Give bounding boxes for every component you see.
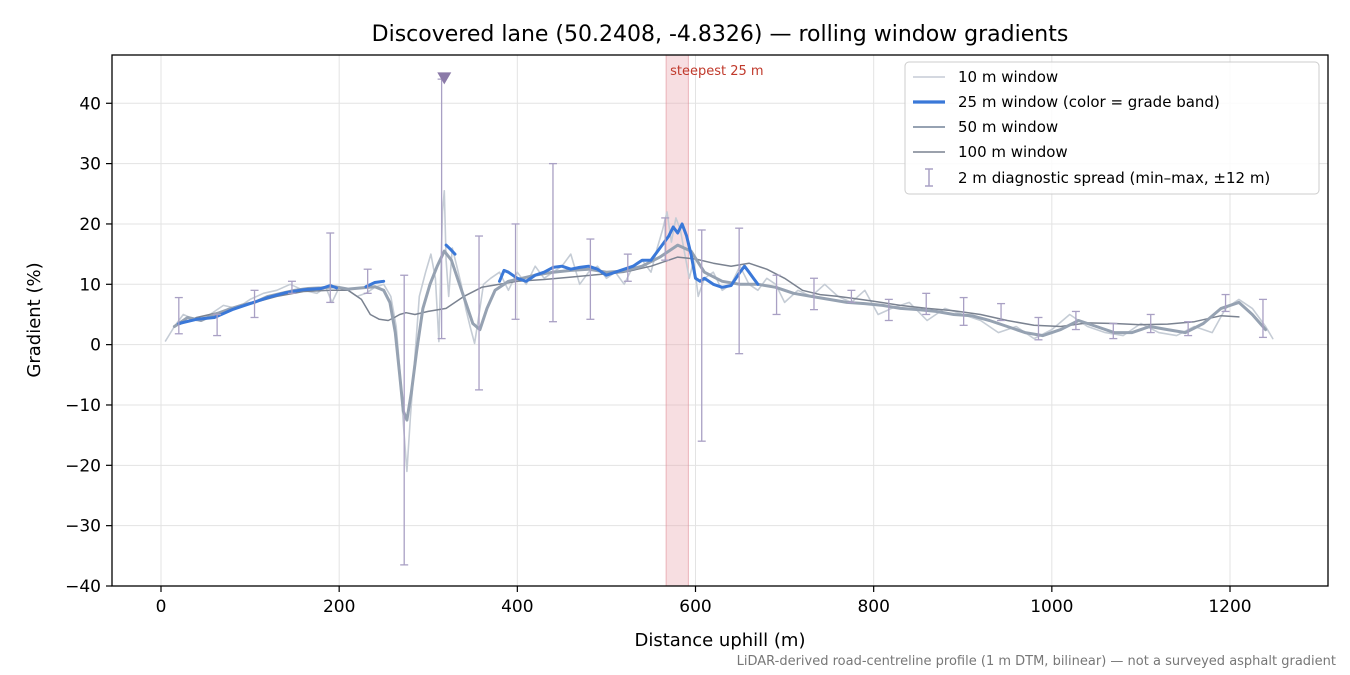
error-bar — [1221, 293, 1230, 313]
plot-frame — [111, 54, 1329, 587]
error-bar — [735, 227, 744, 355]
steepest-band — [665, 54, 689, 587]
x-tick-label: 1000 — [1030, 597, 1073, 617]
marker-layer — [437, 72, 452, 85]
series-100m-line — [173, 256, 1240, 328]
error-bar — [548, 162, 557, 323]
error-bar — [1184, 321, 1193, 337]
error-bar — [586, 238, 595, 320]
x-tick-label: 400 — [501, 597, 533, 617]
y-tick-label: 10 — [79, 275, 101, 295]
y-tick-label: 20 — [79, 215, 101, 235]
x-axis-ticks: 0 200 400 600 800 1000 1200 — [156, 586, 1252, 617]
legend-label-100m: 100 m window — [958, 143, 1068, 161]
error-bar — [287, 280, 296, 294]
error-bar — [1034, 316, 1043, 341]
error-bar — [363, 268, 372, 294]
error-bar — [1071, 310, 1080, 331]
legend-box — [904, 61, 1320, 195]
x-tick-label: 600 — [679, 597, 711, 617]
x-axis-label: Distance uphill (m) — [635, 630, 806, 651]
legend-label-25m: 25 m window (color = grade band) — [958, 93, 1220, 111]
peak-marker — [437, 72, 452, 85]
legend-swatch-spread — [925, 168, 933, 187]
y-tick-label: −30 — [65, 517, 101, 537]
error-bar — [250, 289, 259, 319]
legend-label-10m: 10 m window — [958, 68, 1058, 86]
y-tick-label: −10 — [65, 396, 101, 416]
y-tick-label: 0 — [90, 336, 101, 356]
error-bar — [661, 217, 670, 261]
error-bar — [174, 296, 183, 335]
error-bar — [847, 289, 856, 304]
x-tick-label: 0 — [156, 597, 167, 617]
y-tick-label: −40 — [65, 577, 101, 597]
series-layer — [164, 190, 1274, 473]
legend-label-spread: 2 m diagnostic spread (min–max, ±12 m) — [958, 169, 1270, 187]
y-tick-label: −20 — [65, 456, 101, 476]
error-bar — [400, 274, 409, 566]
error-bar — [511, 223, 520, 320]
legend-label-50m: 50 m window — [958, 118, 1058, 136]
y-axis-label: Gradient (%) — [24, 262, 45, 377]
chart-title: Discovered lane (50.2408, -4.8326) — rol… — [372, 22, 1069, 47]
error-bar — [1109, 322, 1118, 340]
error-bar — [213, 313, 222, 337]
series-50m-line — [172, 243, 1268, 422]
x-tick-label: 800 — [857, 597, 889, 617]
x-tick-label: 1200 — [1208, 597, 1251, 617]
y-tick-label: 40 — [79, 94, 101, 114]
error-bar-layer — [174, 78, 1267, 566]
error-bar — [809, 277, 818, 311]
error-bar — [772, 274, 781, 316]
steepest-band-label: steepest 25 m — [670, 64, 763, 79]
error-bar — [922, 292, 931, 316]
series-25m-line — [177, 222, 760, 325]
error-bar — [326, 232, 335, 304]
legend: 10 m window 25 m window (color = grade b… — [904, 61, 1320, 195]
x-tick-label: 200 — [323, 597, 355, 617]
y-tick-label: 30 — [79, 155, 101, 175]
error-bar — [997, 302, 1006, 322]
y-axis-ticks: 40 30 20 10 0 −10 −20 −30 −40 — [65, 94, 112, 597]
error-bar — [697, 229, 706, 442]
error-bar — [959, 296, 968, 326]
error-bar — [623, 253, 632, 282]
footnote: LiDAR-derived road-centreline profile (1… — [737, 654, 1336, 669]
error-bar — [884, 298, 893, 322]
error-bar — [1146, 313, 1155, 334]
error-bar — [475, 235, 484, 391]
error-bar — [1258, 298, 1267, 339]
